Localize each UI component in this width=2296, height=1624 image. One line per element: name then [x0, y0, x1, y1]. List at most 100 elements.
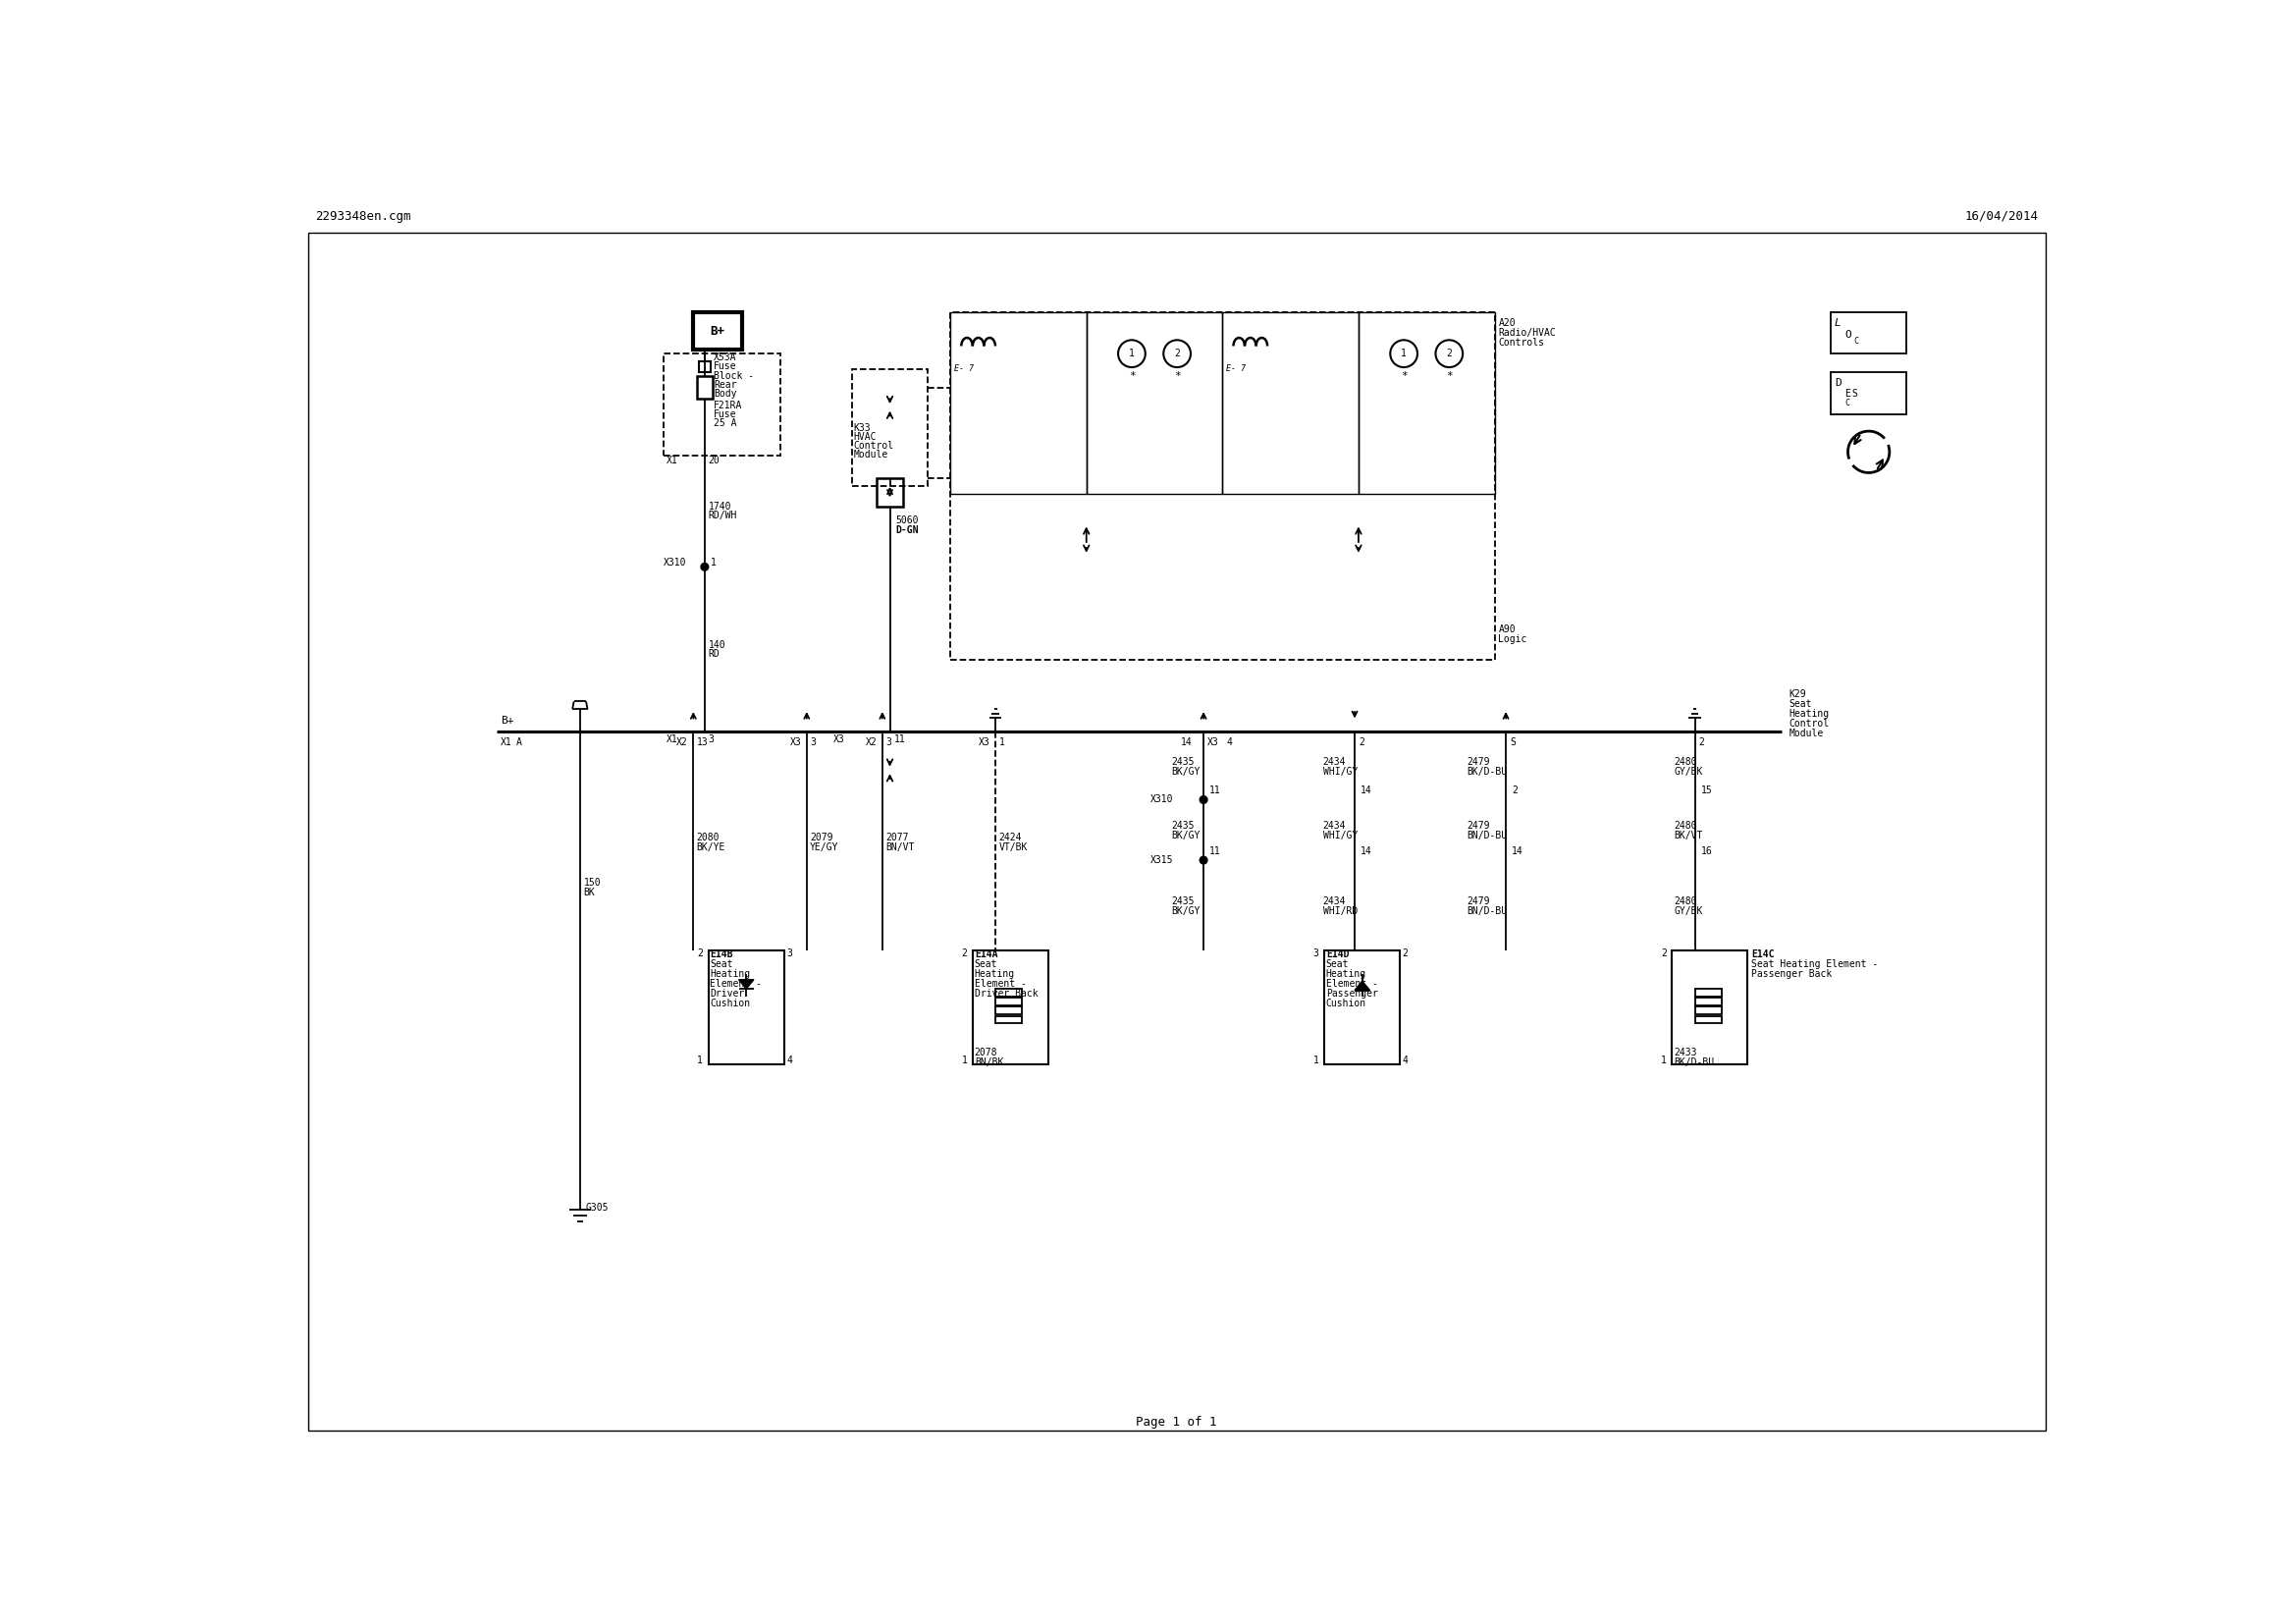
Text: E: E [1844, 388, 1851, 398]
Text: Seat: Seat [1327, 960, 1350, 970]
Text: X310: X310 [1150, 794, 1173, 804]
Text: Seat: Seat [709, 960, 732, 970]
Text: WHI/GY: WHI/GY [1322, 767, 1357, 776]
Bar [1221, 312, 1359, 494]
Text: 2079: 2079 [810, 833, 833, 843]
Text: X2: X2 [866, 737, 877, 747]
Bar [1325, 952, 1401, 1064]
Text: HVAC: HVAC [854, 432, 877, 442]
Text: Heating: Heating [709, 970, 751, 979]
Text: Fuse: Fuse [714, 409, 737, 419]
Text: Seat: Seat [974, 960, 996, 970]
Text: BK/VT: BK/VT [1674, 831, 1704, 841]
Text: D: D [1835, 378, 1841, 388]
Text: 2435: 2435 [1171, 896, 1194, 906]
Text: BK/GY: BK/GY [1171, 906, 1201, 916]
Text: F21RA: F21RA [714, 400, 742, 409]
Text: 2: 2 [962, 948, 967, 958]
Text: 3: 3 [810, 737, 815, 747]
Text: Page 1 of 1: Page 1 of 1 [1137, 1416, 1217, 1429]
Text: BK/GY: BK/GY [1171, 831, 1201, 841]
Text: 2434: 2434 [1322, 896, 1345, 906]
Text: 11: 11 [1210, 846, 1221, 856]
Text: 2424: 2424 [999, 833, 1022, 843]
Text: Passenger Back: Passenger Back [1752, 970, 1832, 979]
Text: *: * [1446, 372, 1453, 382]
Polygon shape [739, 979, 753, 989]
Text: X53A: X53A [714, 352, 737, 362]
Text: *: * [1401, 372, 1407, 382]
Text: O: O [1844, 330, 1851, 339]
Text: Logic: Logic [1499, 635, 1527, 645]
Bar [1694, 989, 1722, 996]
Text: 11: 11 [1210, 786, 1221, 796]
Text: BK/D-BU: BK/D-BU [1467, 767, 1506, 776]
Text: Seat Heating Element -: Seat Heating Element - [1752, 960, 1878, 970]
Text: *: * [1130, 372, 1134, 382]
Text: S: S [1853, 388, 1857, 398]
Text: 11: 11 [893, 734, 905, 744]
Text: 14: 14 [1513, 846, 1525, 856]
Text: 14: 14 [1362, 846, 1373, 856]
Text: 25 A: 25 A [714, 419, 737, 429]
Text: X315: X315 [1150, 856, 1173, 866]
Text: Module: Module [854, 450, 889, 460]
Text: Seat: Seat [1789, 698, 1812, 708]
Text: 2479: 2479 [1467, 822, 1490, 831]
Bar [1694, 997, 1722, 1005]
Text: GY/BK: GY/BK [1674, 906, 1704, 916]
Text: K33: K33 [854, 422, 870, 432]
Text: 13: 13 [696, 737, 707, 747]
Text: X3: X3 [978, 737, 990, 747]
Text: Cushion: Cushion [709, 999, 751, 1009]
Text: 16: 16 [1701, 846, 1713, 856]
Text: Cushion: Cushion [1327, 999, 1366, 1009]
Text: S: S [1511, 737, 1515, 747]
Text: E- 7: E- 7 [955, 364, 974, 374]
Text: BK/YE: BK/YE [696, 843, 726, 853]
Text: X1: X1 [666, 734, 677, 744]
Text: Block -: Block - [714, 370, 753, 380]
Circle shape [700, 564, 709, 570]
Text: 2435: 2435 [1171, 822, 1194, 831]
Bar [1830, 372, 1906, 414]
Text: BN/VT: BN/VT [886, 843, 914, 853]
Bar [852, 369, 928, 486]
Text: 2: 2 [1513, 786, 1518, 796]
Bar [698, 377, 712, 400]
Text: RD: RD [709, 650, 721, 659]
Text: 2479: 2479 [1467, 757, 1490, 767]
Text: 2: 2 [698, 948, 703, 958]
Text: X3: X3 [1208, 737, 1219, 747]
Bar [709, 952, 783, 1064]
Text: X3: X3 [790, 737, 801, 747]
Text: 2293348en.cgm: 2293348en.cgm [315, 209, 411, 222]
Bar [951, 312, 1495, 659]
Text: BN/D-BU: BN/D-BU [1467, 831, 1506, 841]
Circle shape [1201, 796, 1208, 804]
Text: Module: Module [1789, 728, 1823, 737]
Text: Heating: Heating [1789, 708, 1830, 718]
Text: E- 7: E- 7 [1226, 364, 1247, 374]
Polygon shape [1355, 981, 1371, 991]
Text: 2480: 2480 [1674, 757, 1697, 767]
Text: Heating: Heating [974, 970, 1015, 979]
Text: 2: 2 [1359, 737, 1364, 747]
Bar [1671, 952, 1747, 1064]
Text: Element -: Element - [709, 979, 762, 989]
Text: A: A [517, 737, 521, 747]
Text: BK: BK [583, 888, 595, 898]
Text: 2: 2 [1446, 349, 1451, 359]
Text: 1: 1 [962, 1056, 967, 1065]
Text: 1: 1 [999, 737, 1003, 747]
Text: 2080: 2080 [696, 833, 719, 843]
Bar [693, 312, 742, 349]
Text: E14B: E14B [709, 950, 732, 960]
Text: Driver Back: Driver Back [974, 989, 1038, 999]
Text: Body: Body [714, 388, 737, 398]
Text: X1: X1 [666, 455, 677, 464]
Text: L: L [1835, 318, 1841, 328]
Bar [996, 1017, 1022, 1023]
Text: WHI/GY: WHI/GY [1322, 831, 1357, 841]
Text: 3: 3 [709, 734, 714, 744]
